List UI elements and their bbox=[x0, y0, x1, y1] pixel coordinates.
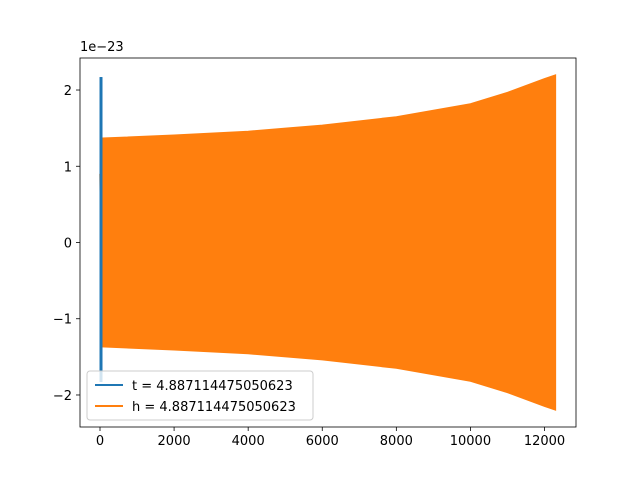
x-tick-label: 4000 bbox=[232, 434, 265, 449]
y-tick-label: 0 bbox=[64, 237, 72, 252]
y-tick-label: 1 bbox=[64, 160, 72, 175]
x-tick-label: 8000 bbox=[380, 434, 413, 449]
axes: 0 2000 4000 6000 8000 10000 12000 −2 −1 0 1 2 bbox=[53, 57, 577, 449]
y-tick-label: −2 bbox=[53, 389, 72, 404]
x-tick-label: 6000 bbox=[306, 434, 339, 449]
x-tick-label: 12000 bbox=[524, 434, 565, 449]
legend-box bbox=[86, 370, 314, 421]
y-tick-label: 2 bbox=[64, 84, 72, 99]
legend-label: t = 4.887114475050623 bbox=[132, 379, 293, 394]
x-tick-label: 0 bbox=[96, 434, 104, 449]
y-axis-offset-text: 1e−23 bbox=[80, 40, 124, 55]
legend-label: h = 4.887114475050623 bbox=[132, 400, 296, 415]
y-tick-label: −1 bbox=[53, 313, 72, 328]
x-tick-label: 2000 bbox=[158, 434, 191, 449]
series-h-band bbox=[101, 74, 557, 411]
plot-area bbox=[99, 74, 557, 411]
x-tick-label: 10000 bbox=[450, 434, 491, 449]
legend: t = 4.887114475050623 h = 4.8871144750506… bbox=[86, 370, 314, 421]
